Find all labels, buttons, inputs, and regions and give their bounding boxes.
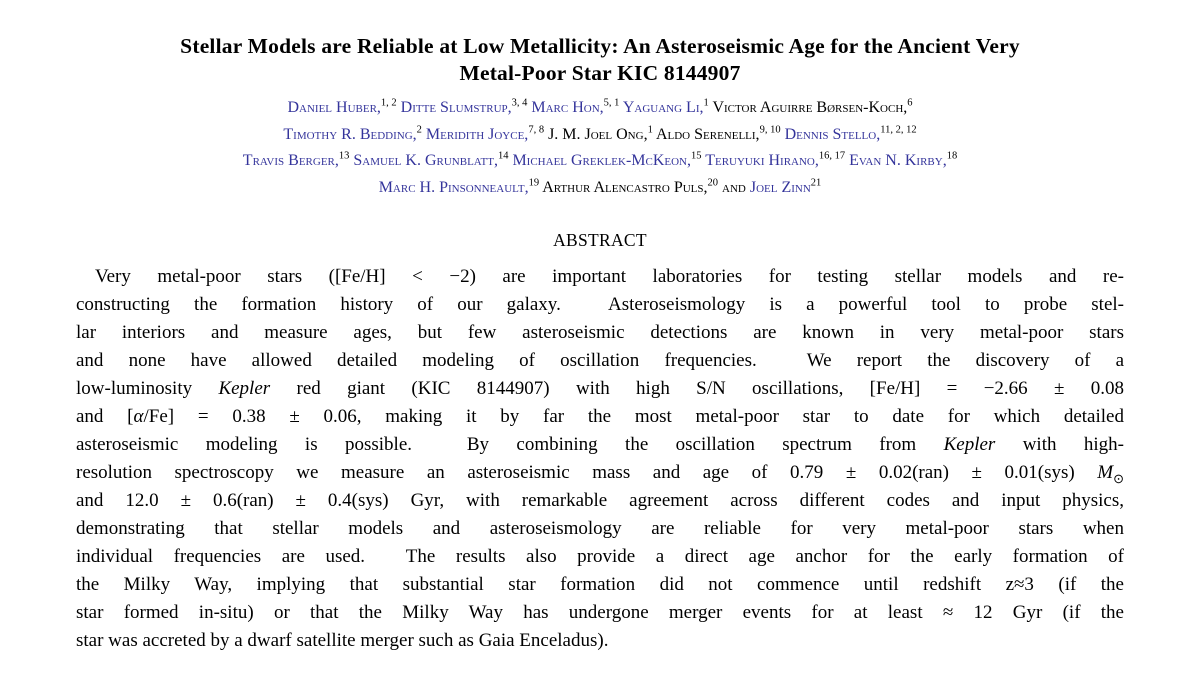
affiliation-superscript: 1 <box>703 97 709 109</box>
abstract-heading: ABSTRACT <box>553 230 647 250</box>
abstract-line: demonstrating that stellar models and as… <box>76 518 1124 539</box>
affiliation-superscript: 1, 2 <box>380 97 397 109</box>
author-line-2: Travis Berger,13 Samuel K. Grunblatt,14 … <box>0 148 1200 175</box>
abstract-line: lar interiors and measure ages, but few … <box>76 322 1124 343</box>
abstract-line: asteroseismic modeling is possible. By c… <box>76 434 1124 455</box>
author-name[interactable]: Evan N. Kirby, <box>849 152 947 169</box>
affiliation-superscript: 20 <box>707 177 719 189</box>
author-name: J. M. Joel Ong, <box>548 125 648 143</box>
affiliation-superscript: 16, 17 <box>818 150 846 162</box>
affiliation-superscript: 9, 10 <box>759 124 781 136</box>
affiliation-superscript: 15 <box>691 150 702 162</box>
author-name[interactable]: Yaguang Li, <box>622 99 704 116</box>
abstract-line: Very metal-poor stars ([Fe/H] < −2) are … <box>95 266 1124 287</box>
affiliation-superscript: 1 <box>647 124 653 136</box>
affiliation-superscript: 11, 2, 12 <box>880 124 917 136</box>
author-line-3: Marc H. Pinsonneault,19 Arthur Alencastr… <box>0 175 1200 202</box>
abstract-line: resolution spectroscopy we measure an as… <box>76 462 1124 486</box>
abstract-line: the Milky Way, implying that substantial… <box>76 574 1124 595</box>
affiliation-superscript: 19 <box>528 177 540 189</box>
paper-page: Stellar Models are Reliable at Low Metal… <box>0 33 1200 655</box>
affiliation-superscript: 2 <box>416 124 422 136</box>
abstract-line: star formed in-situ) or that the Milky W… <box>76 602 1124 623</box>
author-name: Victor Aguirre Børsen-Koch, <box>712 99 908 116</box>
affiliation-superscript: 6 <box>907 97 913 109</box>
author-name[interactable]: Dennis Stello, <box>784 125 881 143</box>
author-name[interactable]: Timothy R. Bedding, <box>283 125 417 143</box>
affiliation-superscript: 5, 1 <box>603 97 620 109</box>
paper-title-line-1: Stellar Models are Reliable at Low Metal… <box>180 34 1020 58</box>
author-name[interactable]: Michael Greklek-McKeon, <box>512 152 691 169</box>
abstract-body: Very metal-poor stars ([Fe/H] < −2) are … <box>76 263 1124 655</box>
author-block: Daniel Huber,1, 2 Ditte Slumstrup,3, 4 M… <box>0 95 1200 201</box>
abstract-line: and none have allowed detailed modeling … <box>76 350 1124 371</box>
paper-title: Stellar Models are Reliable at Low Metal… <box>0 33 1200 87</box>
affiliation-superscript: 13 <box>338 150 350 162</box>
author-name[interactable]: Travis Berger, <box>242 152 339 169</box>
author-name: Arthur Alencastro Puls, <box>542 178 708 196</box>
author-name[interactable]: Teruyuki Hirano, <box>705 152 819 169</box>
abstract-line: constructing the formation history of ou… <box>76 294 1124 315</box>
author-name[interactable]: Meridith Joyce, <box>425 125 529 143</box>
affiliation-superscript: 3, 4 <box>511 97 528 109</box>
abstract-line: and 12.0 ± 0.6(ran) ± 0.4(sys) Gyr, with… <box>76 490 1124 511</box>
author-name[interactable]: Joel Zinn <box>749 178 811 196</box>
author-line-1: Timothy R. Bedding,2 Meridith Joyce,7, 8… <box>0 122 1200 149</box>
affiliation-superscript: 21 <box>810 177 822 189</box>
affiliation-superscript: 18 <box>946 150 958 162</box>
affiliation-superscript: 14 <box>497 150 509 162</box>
abstract-line: individual frequencies are used. The res… <box>76 546 1124 567</box>
abstract-line: star was accreted by a dwarf satellite m… <box>76 630 609 651</box>
affiliation-superscript: 7, 8 <box>528 124 545 136</box>
author-name[interactable]: Marc H. Pinsonneault, <box>378 178 529 196</box>
author-name[interactable]: Daniel Huber, <box>287 99 381 116</box>
abstract-line: and [α/Fe] = 0.38 ± 0.06, making it by f… <box>76 406 1124 427</box>
author-line-0: Daniel Huber,1, 2 Ditte Slumstrup,3, 4 M… <box>0 95 1200 122</box>
and-connector: and <box>722 178 746 196</box>
author-name[interactable]: Samuel K. Grunblatt, <box>353 152 498 169</box>
author-name[interactable]: Ditte Slumstrup, <box>400 99 512 116</box>
paper-title-line-2: Metal-Poor Star KIC 8144907 <box>459 61 741 85</box>
author-name[interactable]: Marc Hon, <box>531 99 604 116</box>
abstract-line: low-luminosity Kepler red giant (KIC 814… <box>76 378 1124 399</box>
author-name: Aldo Serenelli, <box>655 125 760 143</box>
